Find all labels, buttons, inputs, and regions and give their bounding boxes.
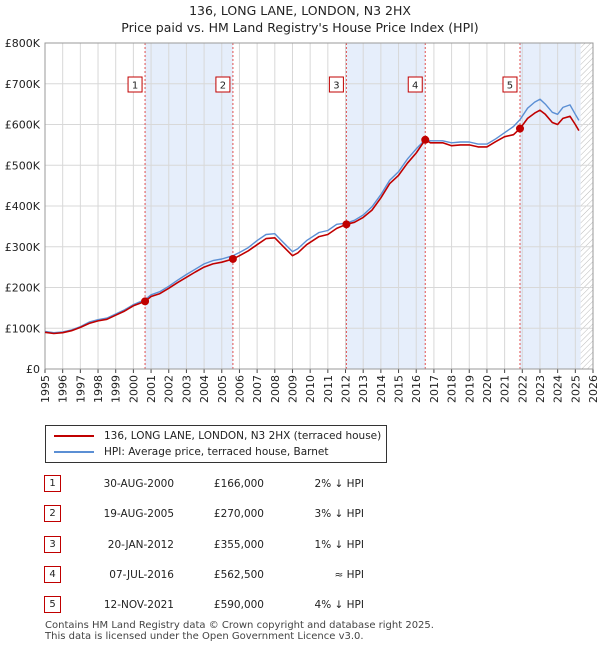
x-tick-label: 2023 xyxy=(534,375,547,403)
chart-title-line2: Price paid vs. HM Land Registry's House … xyxy=(121,20,479,35)
table-row: 2 19-AUG-2005 £270,000 3% ↓ HPI xyxy=(44,505,600,523)
x-tick-label: 1998 xyxy=(92,375,105,403)
sale-number-badge: 5 xyxy=(44,596,61,613)
table-row: 5 12-NOV-2021 £590,000 4% ↓ HPI xyxy=(44,596,600,614)
x-tick-label: 2011 xyxy=(322,375,335,403)
sale-point-marker xyxy=(228,254,237,263)
x-tick-label: 2000 xyxy=(127,375,140,403)
price-paid-line xyxy=(44,109,580,335)
y-tick-label: £800K xyxy=(5,37,41,50)
sale-date: 19-AUG-2005 xyxy=(103,508,174,520)
x-tick-label: 2022 xyxy=(516,375,529,403)
legend-swatch-hpi xyxy=(54,451,94,453)
sale-price: £590,000 xyxy=(213,599,264,611)
sale-badge-box xyxy=(328,76,344,93)
x-tick-label: 2001 xyxy=(145,375,158,403)
sale-badge-label: 3 xyxy=(333,81,339,92)
plot-frame xyxy=(44,42,594,370)
x-tick-label: 2024 xyxy=(552,375,565,403)
x-tick-label: 2005 xyxy=(216,375,229,403)
x-tick-label: 2018 xyxy=(446,375,459,403)
x-tick-label: 1995 xyxy=(39,375,52,403)
sale-date: 30-AUG-2000 xyxy=(103,478,174,490)
sale-hpi-diff: 1% ↓ HPI xyxy=(314,539,364,551)
sale-hpi-diff: ≈ HPI xyxy=(334,569,364,581)
footer-attribution: Contains HM Land Registry data © Crown c… xyxy=(45,620,434,642)
sale-number-badge: 1 xyxy=(44,475,61,492)
legend-label-hpi: HPI: Average price, terraced house, Barn… xyxy=(104,446,329,458)
sale-number-badge: 4 xyxy=(44,566,61,583)
table-row: 4 07-JUL-2016 £562,500 ≈ HPI xyxy=(44,566,600,584)
sale-price: £562,500 xyxy=(213,569,264,581)
sale-point-marker xyxy=(421,135,430,144)
price-chart: £0 £100K £200K £300K £400K £500K £600K £700K £80… xyxy=(5,37,600,403)
sale-number-badge: 2 xyxy=(44,505,61,522)
x-tick-label: 2007 xyxy=(251,375,264,403)
sale-point-marker xyxy=(141,297,150,306)
chart-title: 136, LONG LANE, LONDON, N3 2HX Price pai… xyxy=(0,2,600,36)
x-tick-label: 2002 xyxy=(163,375,176,403)
chart-legend: 136, LONG LANE, LONDON, N3 2HX (terraced… xyxy=(45,425,387,463)
legend-label-price: 136, LONG LANE, LONDON, N3 2HX (terraced… xyxy=(104,430,382,442)
sale-hpi-diff: 2% ↓ HPI xyxy=(314,478,364,490)
x-tick-label: 2020 xyxy=(481,375,494,403)
x-tick-label: 2010 xyxy=(304,375,317,403)
sale-point-marker xyxy=(515,124,524,133)
table-row: 1 30-AUG-2000 £166,000 2% ↓ HPI xyxy=(44,475,600,493)
x-tick-label: 2017 xyxy=(428,375,441,403)
table-row: 3 20-JAN-2012 £355,000 1% ↓ HPI xyxy=(44,536,600,554)
sale-badge-box xyxy=(407,76,423,93)
x-tick-label: 2021 xyxy=(499,375,512,403)
legend-item-hpi: HPI: Average price, terraced house, Barn… xyxy=(54,444,329,460)
sale-hpi-diff: 3% ↓ HPI xyxy=(314,508,364,520)
x-tick-label: 2026 xyxy=(587,375,600,403)
sale-badge-label: 5 xyxy=(507,81,513,92)
footer-copyright: Contains HM Land Registry data © Crown c… xyxy=(45,620,434,631)
x-tick-label: 2013 xyxy=(357,375,370,403)
x-tick-label: 2019 xyxy=(463,375,476,403)
x-tick-label: 1997 xyxy=(74,375,87,403)
legend-item-price: 136, LONG LANE, LONDON, N3 2HX (terraced… xyxy=(54,428,381,444)
sale-price: £166,000 xyxy=(213,478,264,490)
y-tick-label: £700K xyxy=(5,78,41,91)
x-tick-label: 2015 xyxy=(393,375,406,403)
hpi-line xyxy=(44,98,580,334)
sale-number-badge: 3 xyxy=(44,536,61,553)
y-tick-label: £300K xyxy=(5,241,41,254)
x-tick-label: 2016 xyxy=(410,375,423,403)
x-tick-label: 2003 xyxy=(180,375,193,403)
sale-date: 07-JUL-2016 xyxy=(109,569,174,581)
sale-date: 20-JAN-2012 xyxy=(107,539,174,551)
y-tick-label: £500K xyxy=(5,159,41,172)
y-tick-label: £600K xyxy=(5,119,41,132)
legend-swatch-price xyxy=(54,435,94,437)
sale-price: £355,000 xyxy=(213,539,264,551)
y-tick-label: £0 xyxy=(26,363,40,376)
y-tick-label: £100K xyxy=(5,322,41,335)
chart-title-line1: 136, LONG LANE, LONDON, N3 2HX xyxy=(189,3,411,18)
x-tick-label: 2014 xyxy=(375,375,388,403)
x-tick-label: 2006 xyxy=(233,375,246,403)
sale-badge-box xyxy=(127,76,143,93)
sale-date: 12-NOV-2021 xyxy=(103,599,174,611)
x-tick-label: 2009 xyxy=(286,375,299,403)
y-tick-label: £200K xyxy=(5,282,41,295)
x-tick-label: 2012 xyxy=(340,375,353,403)
sale-point-marker xyxy=(342,220,351,229)
sale-hpi-diff: 4% ↓ HPI xyxy=(314,599,364,611)
x-tick-label: 1999 xyxy=(110,375,123,403)
x-tick-label: 1996 xyxy=(57,375,70,403)
x-tick-label: 2025 xyxy=(569,375,582,403)
sale-badge-box xyxy=(502,76,518,93)
x-tick-label: 2004 xyxy=(198,375,211,403)
sale-badge-label: 1 xyxy=(132,81,138,92)
sale-badge-box xyxy=(215,76,231,93)
sale-badge-label: 2 xyxy=(220,81,226,92)
sale-badge-label: 4 xyxy=(412,81,418,92)
footer-licence: This data is licensed under the Open Gov… xyxy=(45,631,364,642)
sale-price: £270,000 xyxy=(213,508,264,520)
x-tick-label: 2008 xyxy=(269,375,282,403)
y-tick-label: £400K xyxy=(5,200,41,213)
